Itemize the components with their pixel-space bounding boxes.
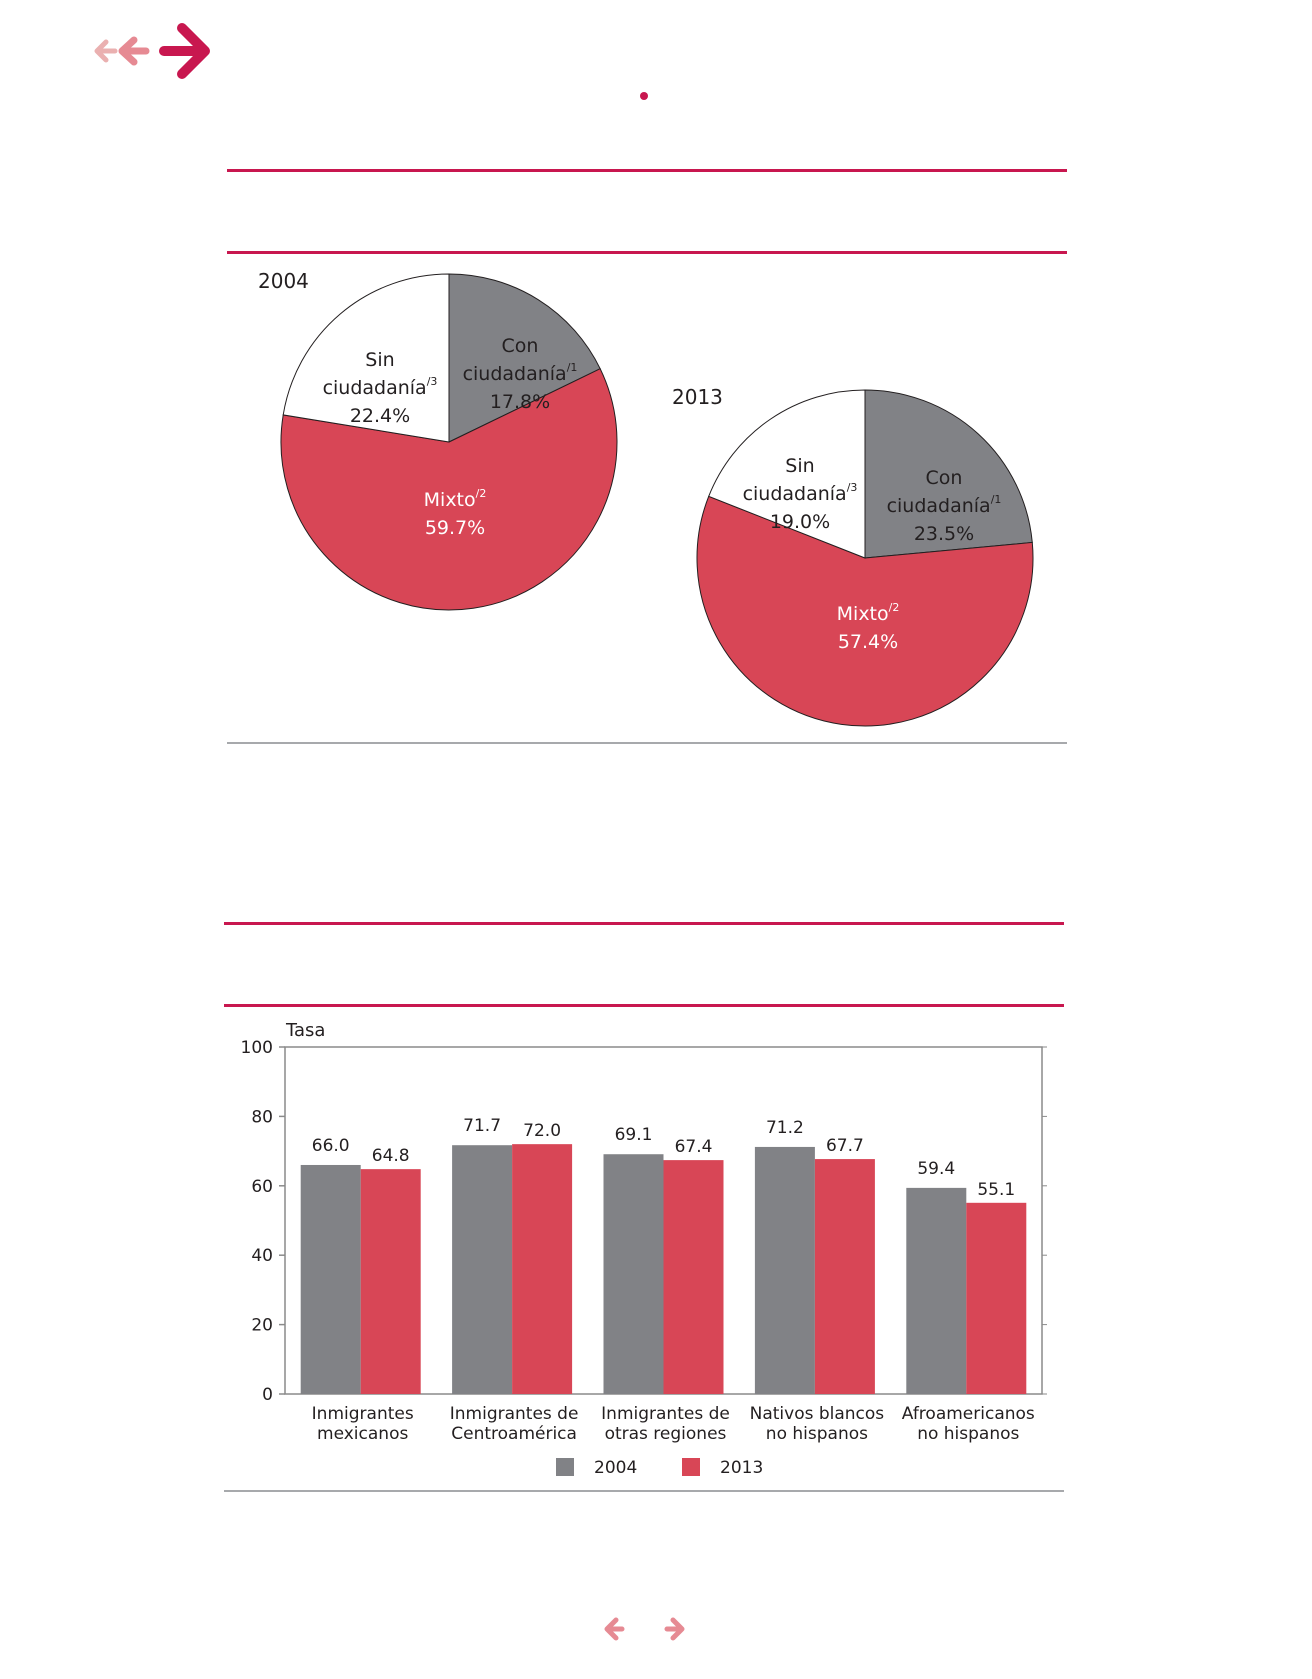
pie-slice-label: Mixto/2 57.4% — [837, 601, 900, 653]
bar — [814, 1159, 875, 1394]
bar-chart: 0 20 40 60 80 100 Tasa 66.0 64.8 Inmigrantesmexic… — [241, 1020, 1047, 1478]
bar-value-label: 71.7 — [463, 1116, 501, 1136]
arrow-right-icon[interactable] — [159, 23, 210, 79]
slice-value: 57.4% — [838, 631, 898, 653]
x-tick-label: mexicanos — [317, 1424, 408, 1444]
chevron-right-icon[interactable] — [664, 1617, 685, 1641]
slice-label-line: Sin — [365, 349, 394, 371]
legend-swatch — [556, 1458, 574, 1476]
section-rule-top — [227, 169, 1067, 172]
slice-label-line: ciudadanía/1 — [887, 493, 1002, 517]
bar-value-label: 66.0 — [312, 1136, 350, 1156]
bar-value-label: 67.7 — [826, 1136, 864, 1156]
x-tick-label: Inmigrantes — [312, 1404, 414, 1424]
legend-label: 2013 — [720, 1458, 763, 1478]
section-rule — [224, 1004, 1064, 1007]
x-tick-label: no hispanos — [766, 1424, 868, 1444]
y-axis-label: Tasa — [285, 1020, 325, 1041]
chevron-left-icon[interactable] — [604, 1617, 625, 1641]
slice-label-line: Sin — [785, 455, 814, 477]
decorative-dot — [640, 92, 648, 100]
bar-value-label: 64.8 — [372, 1146, 410, 1166]
slice-label-line: ciudadanía/1 — [463, 361, 578, 385]
section-rule-top — [224, 922, 1064, 925]
section-rule-bottom — [227, 742, 1067, 744]
bar-value-label: 67.4 — [675, 1137, 713, 1157]
slice-label-line: Con — [502, 335, 539, 357]
slice-value: 22.4% — [350, 405, 410, 427]
pie-slice — [864, 389, 1033, 559]
y-tick-label: 20 — [251, 1316, 273, 1336]
pie-title: 2013 — [672, 385, 723, 409]
pie-slice-label: Mixto/2 59.7% — [424, 487, 487, 539]
bar-value-label: 69.1 — [615, 1125, 653, 1145]
slice-label-line: ciudadanía/3 — [323, 375, 438, 399]
pie-slice-label: Sin ciudadanía/3 22.4% — [323, 349, 438, 427]
pie-slice — [708, 389, 866, 559]
pie-slice — [282, 273, 450, 443]
pie-chart-2013: 2013 Con ciudadanía/1 23.5% Mixto/2 57.4% Sin c… — [672, 385, 1034, 727]
page-navigation — [604, 1617, 685, 1641]
slice-label-line: Con — [926, 467, 963, 489]
bar-value-label: 55.1 — [977, 1180, 1015, 1200]
pie-slice-label: Sin ciudadanía/3 19.0% — [743, 455, 858, 533]
slice-value: 59.7% — [425, 517, 485, 539]
bar — [360, 1169, 421, 1394]
pie-slice — [280, 368, 618, 611]
pie-slice — [696, 495, 1034, 727]
pie-title: 2004 — [258, 269, 309, 293]
bar-value-label: 59.4 — [917, 1159, 955, 1179]
y-tick-label: 0 — [262, 1385, 273, 1405]
pie-charts: 2004 Con ciudadanía/1 17.8% Mixto/2 59.7% Sin c… — [258, 269, 1034, 727]
y-tick-label: 40 — [251, 1246, 273, 1266]
pie-slice-label: Con ciudadanía/1 23.5% — [887, 467, 1002, 545]
bar-value-label: 72.0 — [523, 1121, 561, 1141]
slice-value: 23.5% — [914, 523, 974, 545]
x-tick-label: Afroamericanos — [902, 1404, 1035, 1424]
slice-label-line: ciudadanía/3 — [743, 481, 858, 505]
slice-value: 17.8% — [490, 391, 550, 413]
x-tick-label: Centroamérica — [451, 1424, 577, 1444]
bar — [603, 1154, 664, 1394]
bar-value-label: 71.2 — [766, 1118, 804, 1138]
y-tick-label: 80 — [251, 1107, 273, 1127]
arrow-left-icon[interactable] — [118, 36, 150, 66]
slice-value: 19.0% — [770, 511, 830, 533]
section-rule — [227, 251, 1067, 254]
pie-chart-2004: 2004 Con ciudadanía/1 17.8% Mixto/2 59.7% Sin c… — [258, 269, 618, 611]
legend-swatch — [682, 1458, 700, 1476]
bar — [452, 1145, 513, 1394]
y-tick-label: 60 — [251, 1177, 273, 1197]
bar — [966, 1202, 1027, 1394]
legend-label: 2004 — [594, 1458, 637, 1478]
top-navigation — [94, 23, 210, 79]
bar — [754, 1146, 815, 1394]
arrow-left-small-icon[interactable] — [94, 39, 118, 63]
x-tick-label: Nativos blancos — [750, 1404, 885, 1424]
x-tick-label: Inmigrantes de — [450, 1404, 579, 1424]
section-rule-bottom — [224, 1490, 1064, 1492]
bar — [663, 1160, 724, 1394]
pie-slice-label: Con ciudadanía/1 17.8% — [463, 335, 578, 413]
pie-slice — [448, 273, 601, 443]
bar — [300, 1164, 361, 1394]
x-tick-label: otras regiones — [605, 1424, 727, 1444]
y-tick-label: 100 — [241, 1038, 273, 1058]
x-tick-label: no hispanos — [917, 1424, 1019, 1444]
slice-label-line: Mixto/2 — [424, 487, 487, 511]
x-tick-label: Inmigrantes de — [601, 1404, 730, 1424]
slice-label-line: Mixto/2 — [837, 601, 900, 625]
bar — [906, 1187, 967, 1394]
bar — [512, 1144, 573, 1394]
